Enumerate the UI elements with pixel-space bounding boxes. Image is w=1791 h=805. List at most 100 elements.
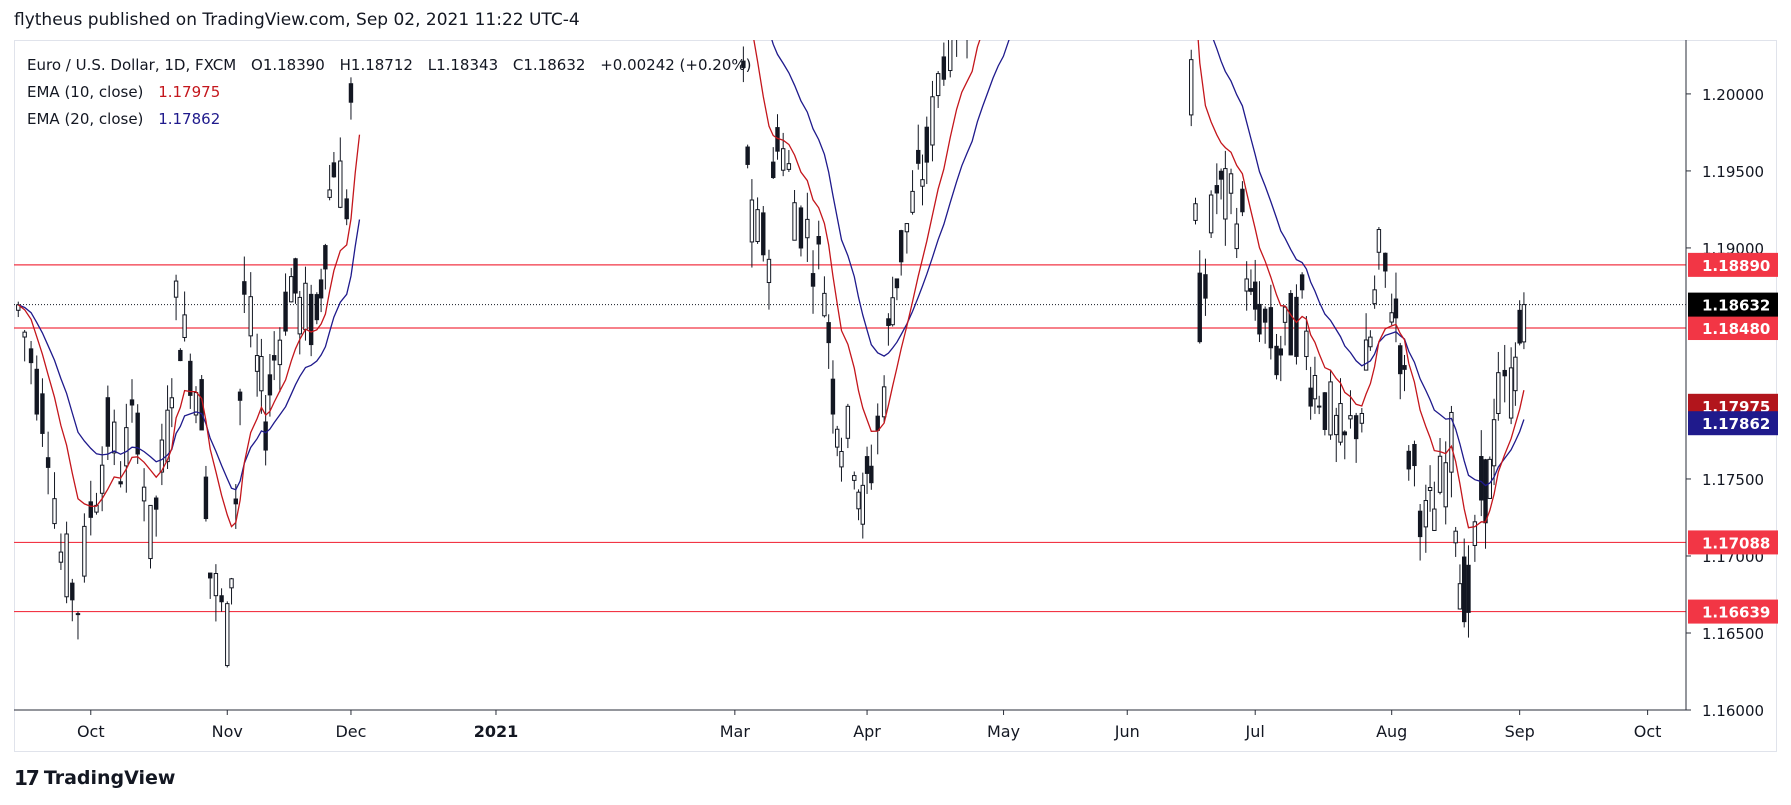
candle-body [726,0,729,3]
x-tick-label: May [987,722,1020,741]
candle-body [761,212,766,256]
candle [34,355,39,421]
level-price-tag-bg [1688,599,1778,624]
candle [856,489,861,521]
candle-body [766,258,772,284]
candle [1363,313,1369,371]
last-price-tag-bg [1688,292,1778,317]
ema-price-tag-bg [1688,411,1778,436]
level-price-tag: 1.17088 [1702,534,1770,552]
candle-body [869,465,874,484]
x-tick-label: Jul [1245,722,1265,741]
ohlc-change: +0.00242 (+0.20%) [600,56,752,74]
candle [1453,526,1458,557]
x-tick-label: Oct [77,722,105,741]
legend-ema20-row[interactable]: EMA (20, close) 1.17862 [27,106,751,133]
candle [792,189,797,241]
legend-ema10-row[interactable]: EMA (10, close) 1.17975 [27,79,751,106]
candle [830,360,836,434]
candle-body [826,322,831,344]
candle-body [1462,556,1467,623]
candle-body [1218,170,1224,180]
candle [1412,440,1417,487]
candle [153,495,159,537]
candle-body [1359,412,1365,424]
candle [70,578,75,622]
candle-body [28,348,34,364]
candle [894,278,900,301]
candle-body [75,613,81,616]
candle-body [277,339,283,366]
candle-body [1368,336,1373,348]
candle [1322,392,1328,436]
candle-body [1338,403,1343,443]
candle [208,572,213,599]
candle-body [263,421,268,451]
candle-body [816,236,821,245]
candle-body [118,481,123,485]
ema10-value: 1.17975 [158,83,221,101]
candle [52,472,57,529]
candle-body [1223,168,1228,220]
candle [1268,284,1274,360]
candle [182,291,187,342]
candle [141,468,147,522]
candle-body [1193,203,1198,221]
candle-body [1268,307,1274,349]
publish-line: flytheus published on TradingView.com, S… [14,10,580,30]
candle [1228,168,1234,215]
candle [1402,354,1407,392]
candle [314,292,320,325]
candle-body [213,573,219,597]
candle-body [798,207,804,249]
candle-body [1322,392,1328,430]
candle-body [1393,298,1399,319]
candle [1479,430,1484,517]
candle [805,192,810,262]
x-tick-label: Nov [212,722,243,741]
candle [766,249,772,310]
candle [1437,437,1443,495]
candle-body [1294,296,1299,357]
y-tick-label: 1.17500 [1702,471,1764,489]
candle [1257,281,1262,343]
candle [45,431,51,495]
candle-body [1308,387,1313,407]
candle [1449,405,1454,498]
candle-body [178,349,183,362]
plot-area [14,0,1686,668]
candle-body [924,126,929,163]
candle [1457,564,1463,610]
candle [1234,207,1239,259]
footer-brand[interactable]: 17 TradingView [14,766,175,790]
candle-body [1274,345,1279,376]
candle [22,329,27,362]
candle-body [1328,381,1333,436]
candle-body [1443,462,1448,508]
candle-body [755,209,760,243]
candle [1472,514,1478,562]
candle [910,170,915,215]
candle-body [1406,450,1411,470]
candle [64,521,69,604]
candle-body [165,409,170,463]
candle-body [153,497,159,510]
candle [99,446,105,512]
candle [930,80,935,162]
candle [293,257,298,304]
candle [890,276,895,327]
candle-body [881,386,887,418]
candle-body [898,230,904,263]
candle [1208,190,1214,238]
candle [822,276,827,318]
candle [188,353,193,409]
candle-body [1214,185,1220,194]
x-tick-label: Dec [335,722,366,741]
candle-body [318,279,324,299]
candle-body [129,399,135,406]
candle [745,144,750,169]
candle [1372,275,1377,309]
candle-body [1437,455,1443,493]
symbol-name[interactable]: Euro / U.S. Dollar, 1D, FXCM [27,56,237,74]
